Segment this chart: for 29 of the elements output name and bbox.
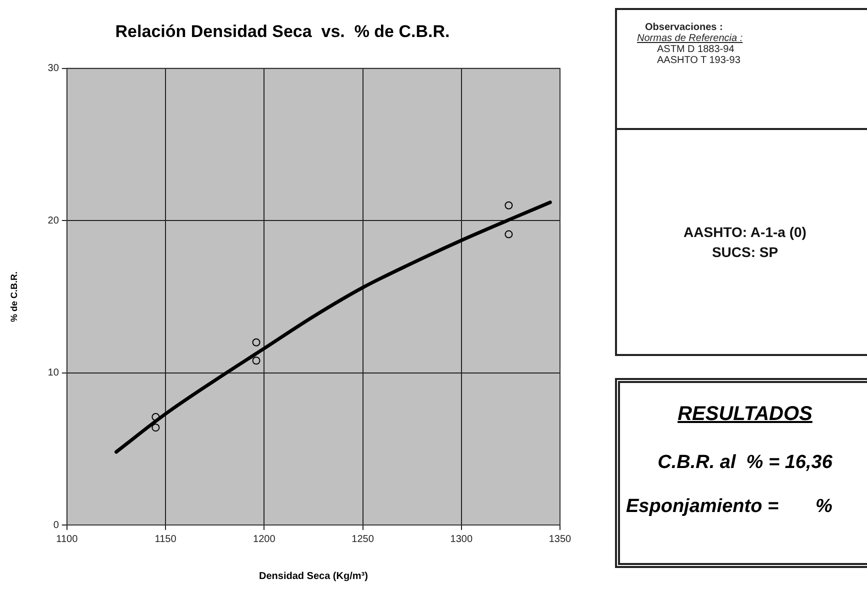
point (152, 424, 160, 432)
point (252, 338, 260, 346)
point (252, 356, 260, 365)
y-tick-label: 20 (48, 215, 60, 226)
chart-title: Relación Densidad Seca vs. % de C.B.R. (115, 22, 450, 41)
y-tick-label: 0 (53, 520, 60, 531)
point (504, 201, 513, 210)
x-tick-label: 1350 (548, 534, 572, 545)
x-tick-label: 1200 (253, 534, 276, 545)
point (152, 412, 160, 421)
text: C.B.R. al % = 16,36 (658, 452, 832, 474)
x-tick-label: 1150 (154, 534, 177, 545)
x-tick-label: 1100 (56, 534, 78, 545)
text: Normas de Referencia : (637, 33, 744, 44)
text: SUCS: SP (712, 243, 778, 262)
text: AASHTO: A-1-a (0) (684, 223, 806, 242)
y-tick-label: 10 (48, 368, 60, 379)
x-tick-label: 1300 (450, 534, 473, 545)
text: ASTM D 1883-94 (657, 44, 736, 55)
x-tick-label: 1250 (352, 534, 374, 545)
text: Observaciones : (645, 22, 724, 33)
text: Esponjamiento = % (626, 496, 832, 518)
y-axis-title: % de C.B.R. (8, 271, 19, 322)
text: AASHTO T 193-93 (657, 55, 742, 66)
point (504, 230, 513, 238)
x-axis-title: Densidad Seca (Kg/m³) (259, 570, 368, 582)
line-series (114, 200, 552, 454)
y-tick-label: 30 (48, 63, 60, 74)
text: RESULTADOS (678, 403, 812, 426)
